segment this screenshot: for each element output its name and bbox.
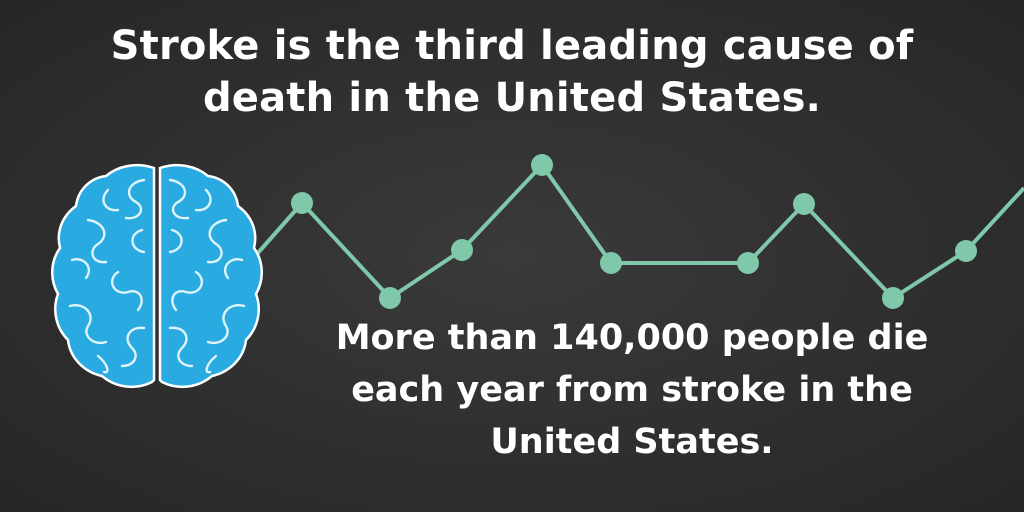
pulse-node <box>737 252 759 274</box>
pulse-node <box>955 240 977 262</box>
heartbeat-pulse-line <box>248 154 1024 309</box>
brain-left-hemisphere <box>51 164 156 389</box>
pulse-node <box>379 287 401 309</box>
statistic-text: More than 140,000 people die each year f… <box>262 312 1002 468</box>
brain-right-hemisphere <box>158 164 263 389</box>
pulse-line <box>248 163 1024 300</box>
headline-line-1: Stroke is the third leading cause of <box>110 23 914 69</box>
statistic-line-1: More than 140,000 people die <box>335 318 929 358</box>
pulse-node <box>451 239 473 261</box>
brain-folds <box>68 178 246 374</box>
brain-icon <box>51 164 263 389</box>
pulse-node <box>882 287 904 309</box>
pulse-node <box>793 193 815 215</box>
pulse-node <box>291 192 313 214</box>
pulse-node <box>531 154 553 176</box>
statistic-line-3: United States. <box>490 422 774 462</box>
statistic-line-2: each year from stroke in the <box>351 370 913 410</box>
pulse-node <box>600 252 622 274</box>
headline-line-2: death in the United States. <box>202 75 822 121</box>
headline: Stroke is the third leading cause of dea… <box>30 20 994 124</box>
